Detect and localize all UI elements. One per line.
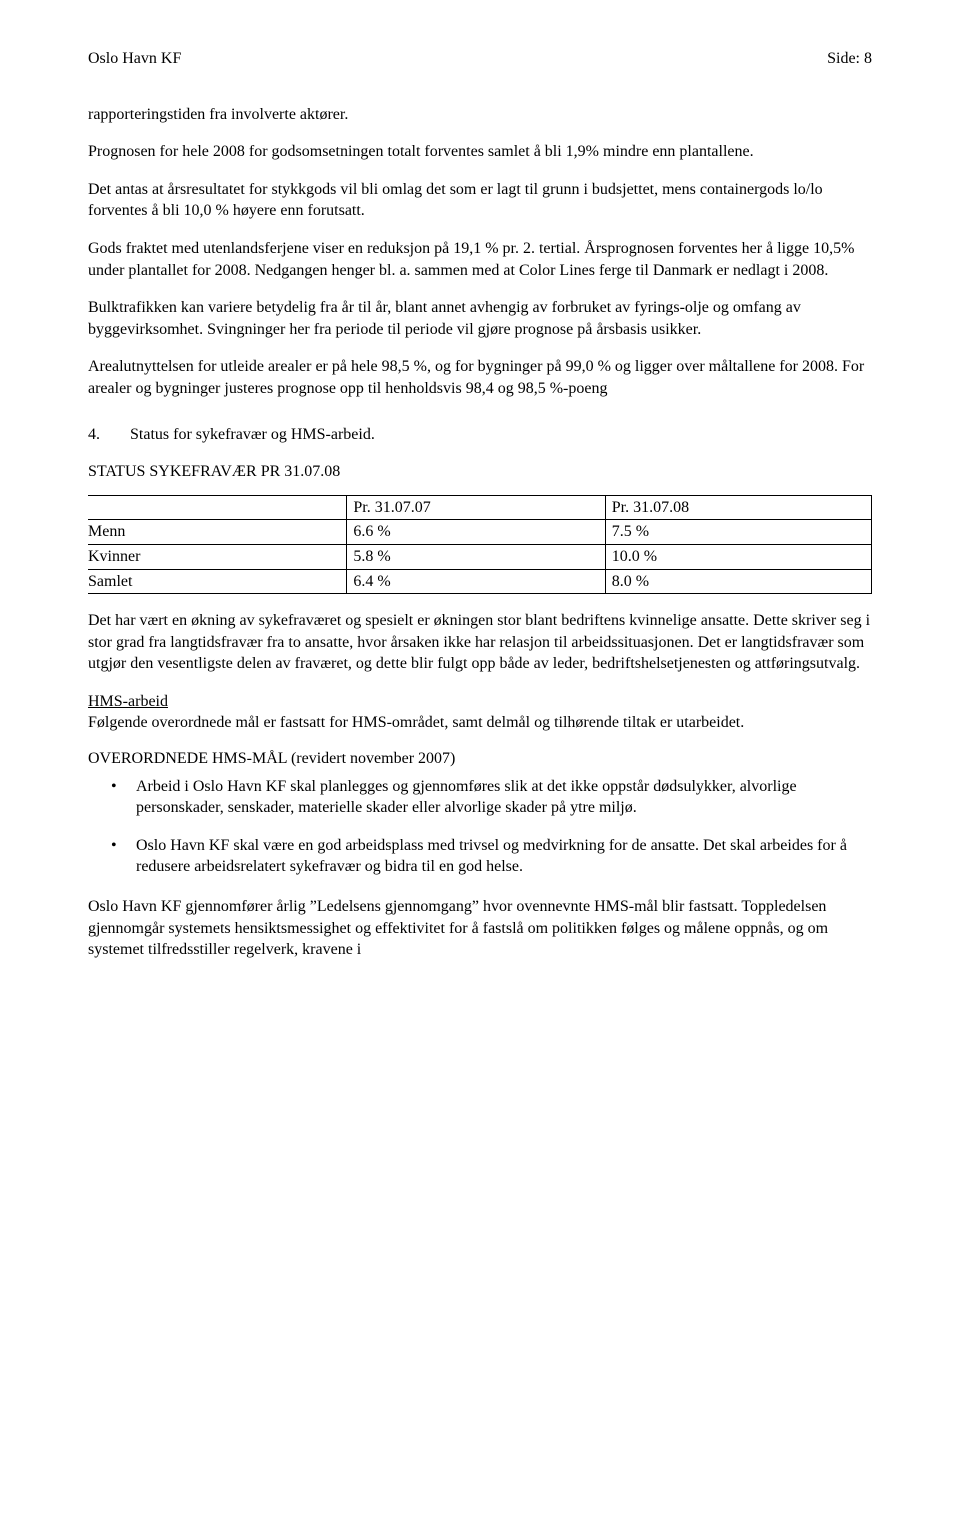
table-cell: 7.5 % <box>605 520 871 544</box>
table-cell: Kvinner <box>88 545 346 569</box>
hms-bullet-list: Arbeid i Oslo Havn KF skal planlegges og… <box>88 776 872 878</box>
paragraph: Det har vært en økning av sykefraværet o… <box>88 610 872 675</box>
header-left: Oslo Havn KF <box>88 48 181 70</box>
paragraph: Oslo Havn KF gjennomfører årlig ”Ledelse… <box>88 896 872 961</box>
header-right: Side: 8 <box>827 48 872 70</box>
hms-heading-text: HMS-arbeid <box>88 693 168 710</box>
table-header-row: Pr. 31.07.07 Pr. 31.07.08 <box>88 496 871 521</box>
section-number: 4. <box>88 424 100 446</box>
paragraph: Følgende overordnede mål er fastsatt for… <box>88 712 872 734</box>
table-cell: 5.8 % <box>346 545 604 569</box>
table-row: Samlet 6.4 % 8.0 % <box>88 570 871 594</box>
table-header-cell: Pr. 31.07.07 <box>346 496 604 520</box>
sykefravaer-table: Pr. 31.07.07 Pr. 31.07.08 Menn 6.6 % 7.5… <box>88 495 872 594</box>
table-row: Menn 6.6 % 7.5 % <box>88 520 871 545</box>
paragraph: Gods fraktet med utenlandsferjene viser … <box>88 238 872 281</box>
table-cell: 6.6 % <box>346 520 604 544</box>
hms-heading: HMS-arbeid <box>88 691 872 713</box>
table-header-cell <box>88 496 346 520</box>
paragraph: Arealutnyttelsen for utleide arealer er … <box>88 356 872 399</box>
table-cell: 6.4 % <box>346 570 604 594</box>
status-heading: STATUS SYKEFRAVÆR PR 31.07.08 <box>88 461 872 483</box>
hms-maal-heading: OVERORDNEDE HMS-MÅL (revidert november 2… <box>88 748 872 770</box>
table-cell: 10.0 % <box>605 545 871 569</box>
page-header: Oslo Havn KF Side: 8 <box>88 48 872 70</box>
paragraph: rapporteringstiden fra involverte aktøre… <box>88 104 872 126</box>
list-item: Oslo Havn KF skal være en god arbeidspla… <box>88 835 872 878</box>
paragraph: Bulktrafikken kan variere betydelig fra … <box>88 297 872 340</box>
list-item: Arbeid i Oslo Havn KF skal planlegges og… <box>88 776 872 819</box>
table-header-cell: Pr. 31.07.08 <box>605 496 871 520</box>
paragraph: Prognosen for hele 2008 for godsomsetnin… <box>88 141 872 163</box>
table-cell: 8.0 % <box>605 570 871 594</box>
table-row: Kvinner 5.8 % 10.0 % <box>88 545 871 570</box>
table-cell: Samlet <box>88 570 346 594</box>
table-cell: Menn <box>88 520 346 544</box>
section-title: Status for sykefravær og HMS-arbeid. <box>130 424 375 446</box>
section-4-heading: 4. Status for sykefravær og HMS-arbeid. <box>88 424 872 446</box>
paragraph: Det antas at årsresultatet for stykkgods… <box>88 179 872 222</box>
